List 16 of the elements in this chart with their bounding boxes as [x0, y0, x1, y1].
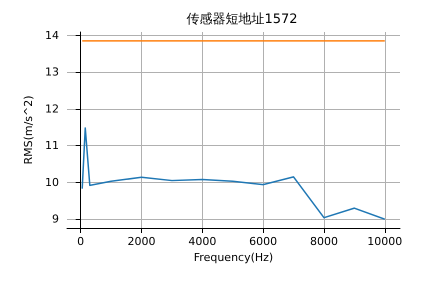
line-series: [81, 127, 386, 220]
x-tick-label: 6000: [249, 235, 278, 248]
x-axis-title: Frequency(Hz): [194, 250, 274, 264]
x-tick-label: 8000: [310, 235, 338, 248]
y-tick-label: 13: [45, 66, 59, 79]
chart-title: 传感器短地址1572: [186, 12, 298, 27]
x-tick-label: 2000: [128, 235, 156, 248]
y-tick-label: 10: [45, 176, 59, 189]
y-tick-label: 11: [45, 139, 59, 152]
y-tick-label: 14: [45, 28, 59, 42]
y-tick-label: 12: [45, 102, 59, 116]
x-tick-label: 4000: [188, 235, 216, 248]
y-tick-label: 9: [52, 212, 59, 226]
x-tick-label: 10000: [367, 235, 402, 248]
x-tick-label: 0: [77, 235, 84, 248]
y-axis-title: RMS(m/s^2): [22, 95, 36, 165]
